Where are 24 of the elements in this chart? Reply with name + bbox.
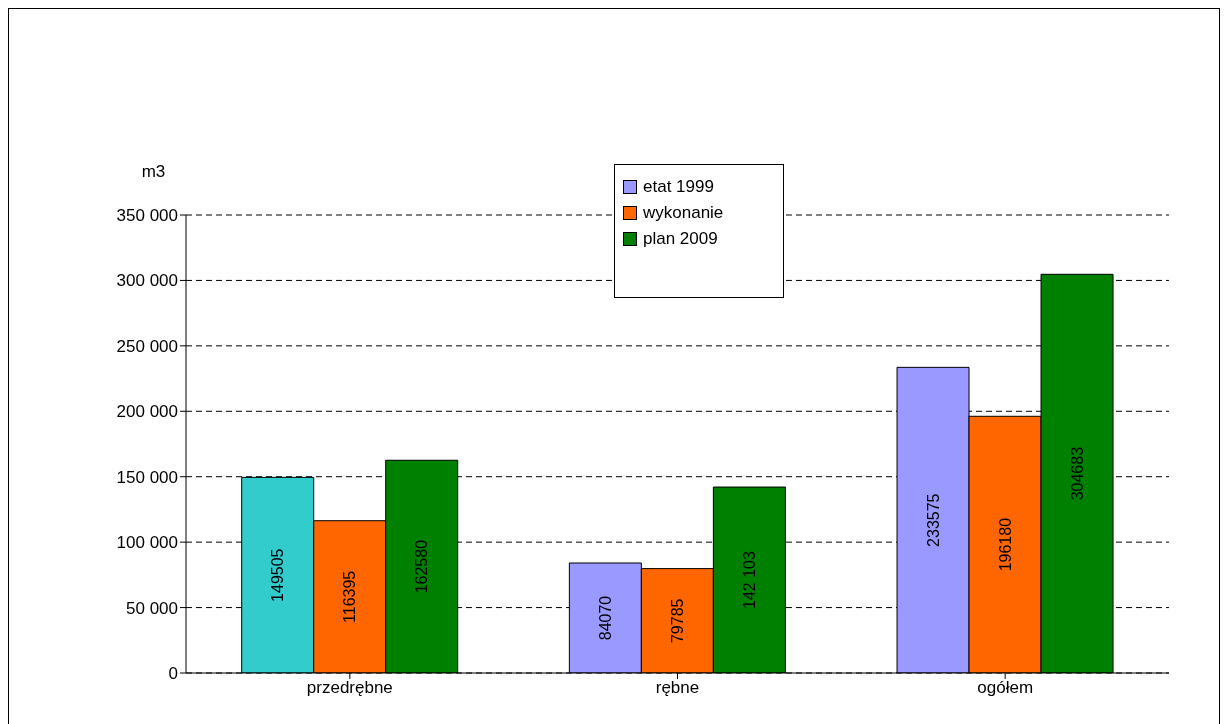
data-label: 196180 [996,517,1014,572]
data-label: 79785 [668,598,686,644]
y-tick-label: 300 000 [116,271,178,291]
data-label: 233575 [924,493,942,547]
y-tick-label: 100 000 [116,533,178,553]
y-axis-title: m3 [141,162,166,181]
data-label: 149505 [269,548,287,602]
y-tick-label: 50 000 [126,598,178,618]
data-label: 162580 [413,539,431,594]
legend-label: plan 2009 [643,229,718,249]
y-tick-label: 250 000 [116,336,178,356]
legend-label: wykonanie [643,203,724,223]
x-tick-label: ogółem [977,678,1034,698]
y-tick-label: 350 000 [116,206,178,226]
data-label: 304683 [1068,446,1086,501]
x-tick-label: przedrębne [306,678,393,698]
y-tick-label: 200 000 [116,402,178,422]
y-tick-label: 0 [168,664,178,684]
data-label: 142 103 [740,551,758,609]
data-label: 116395 [341,570,359,623]
y-tick-label: 150 000 [116,467,178,487]
legend-label: etat 1999 [643,177,714,197]
data-label: 84070 [596,595,614,641]
x-tick-label: rębne [655,678,700,698]
